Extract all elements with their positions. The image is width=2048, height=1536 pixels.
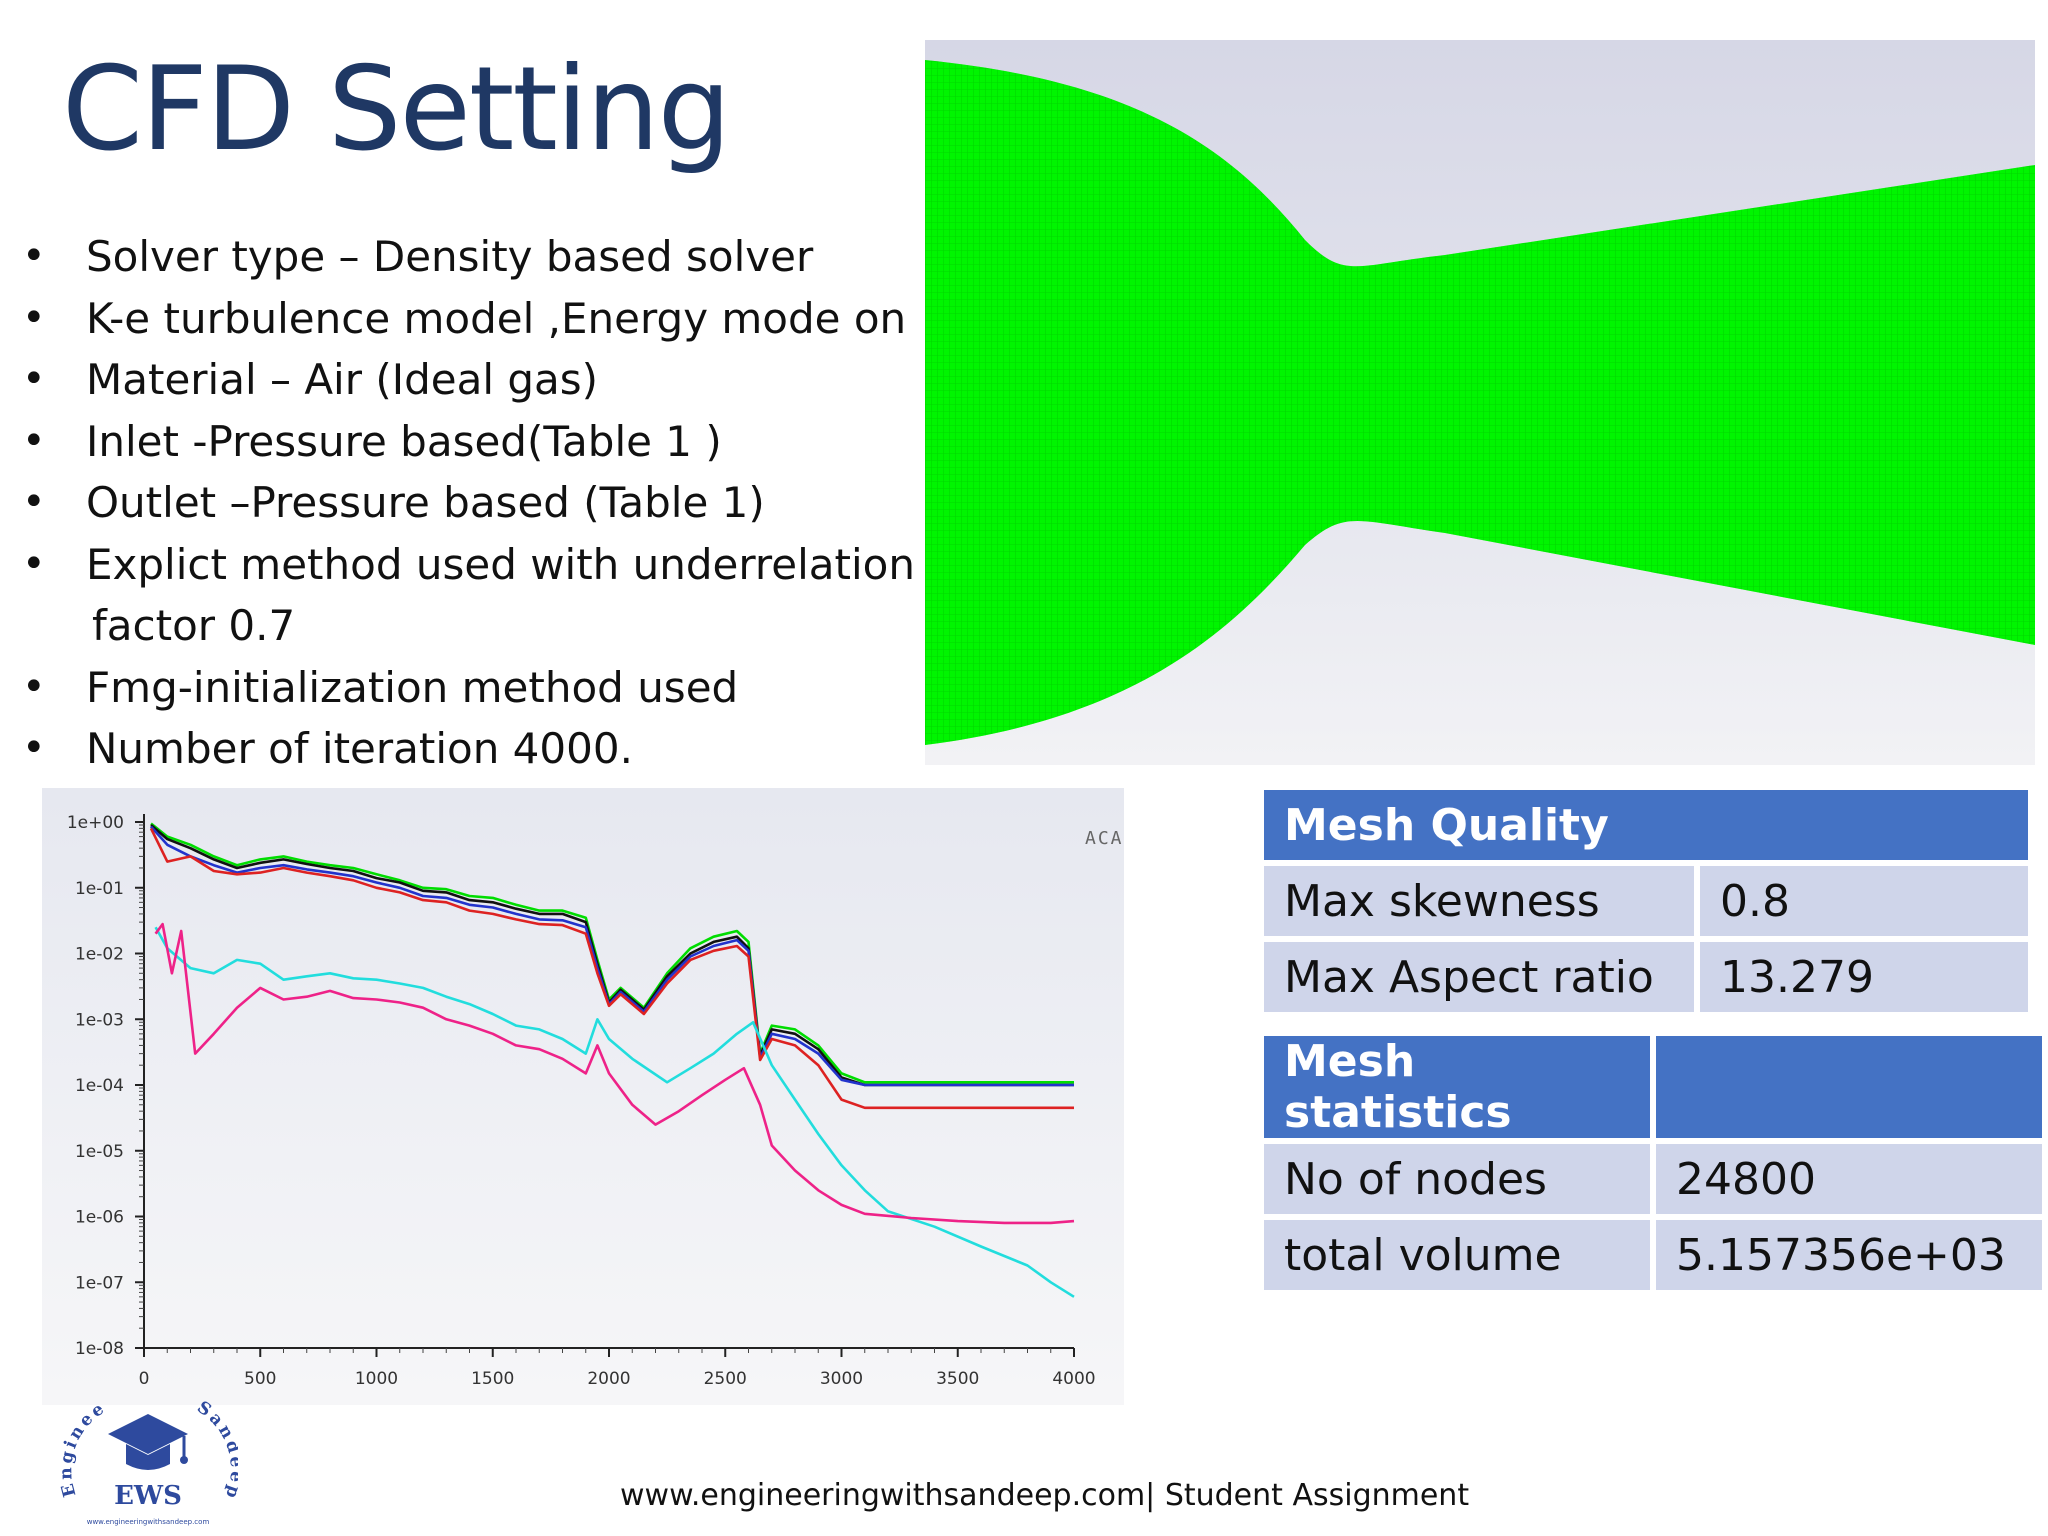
table-row: Max Aspect ratio 13.279 bbox=[1264, 942, 2034, 1018]
corner-label: ACA bbox=[1085, 828, 1124, 849]
total-volume-value: 5.157356e+03 bbox=[1656, 1220, 2048, 1296]
settings-bullet-list: Solver type – Density based solver K-e t… bbox=[22, 226, 922, 780]
mesh-statistics-table: Mesh statistics No of nodes 24800 total … bbox=[1264, 1036, 2048, 1296]
no-of-nodes-value: 24800 bbox=[1656, 1144, 2048, 1220]
total-volume-label: total volume bbox=[1264, 1220, 1656, 1296]
bullet-outlet: Outlet –Pressure based (Table 1) bbox=[22, 472, 922, 534]
residual-series-line-4 bbox=[154, 926, 1075, 1298]
nozzle-mesh-graphic bbox=[925, 60, 2035, 745]
y-tick-label: 1e-03 bbox=[75, 1010, 124, 1030]
nozzle-mesh-image bbox=[925, 40, 2035, 765]
bullet-material: Material – Air (Ideal gas) bbox=[22, 349, 922, 411]
bullet-method: Explict method used with underrelation fa… bbox=[22, 534, 922, 657]
y-tick-label: 1e-05 bbox=[75, 1142, 124, 1162]
logo-text: EWS bbox=[114, 1481, 182, 1511]
x-tick-label: 3500 bbox=[936, 1369, 979, 1389]
x-tick-label: 2500 bbox=[704, 1369, 747, 1389]
x-tick-label: 1500 bbox=[471, 1369, 514, 1389]
x-tick-label: 3000 bbox=[820, 1369, 863, 1389]
x-tick-label: 2000 bbox=[587, 1369, 630, 1389]
residuals-chart: 1e+00 1e-01 1e-02 1e-03 1e-04 1e-05 1e-06 1e-07… bbox=[42, 788, 1124, 1405]
mesh-quality-header: Mesh Quality bbox=[1264, 790, 2034, 866]
nozzle-mesh-region bbox=[925, 60, 2035, 745]
bullet-initialization: Fmg-initialization method used bbox=[22, 657, 922, 719]
table-row: No of nodes 24800 bbox=[1264, 1144, 2048, 1220]
bullet-solver-type: Solver type – Density based solver bbox=[22, 226, 922, 288]
bullet-turbulence-model: K-e turbulence model ,Energy mode on bbox=[22, 288, 922, 350]
svg-text:Sandeep: Sandeep bbox=[193, 1400, 238, 1503]
y-tick-label: 1e-06 bbox=[75, 1208, 124, 1228]
y-tick-label: 1e-08 bbox=[75, 1339, 124, 1359]
max-skewness-value: 0.8 bbox=[1700, 866, 2034, 942]
footer-text: www.engineeringwithsandeep.com| Student … bbox=[620, 1478, 1470, 1513]
logo-arc-right: Sandeep bbox=[193, 1397, 243, 1503]
logo-url: www.engineeringwithsandeep.com bbox=[87, 1518, 210, 1526]
y-tick-label: 1e-02 bbox=[75, 945, 124, 965]
bullet-inlet: Inlet -Pressure based(Table 1 ) bbox=[22, 411, 922, 473]
bullet-method-continuation: factor 0.7 bbox=[92, 601, 296, 650]
bullet-iterations: Number of iteration 4000. bbox=[22, 718, 922, 780]
bullet-method-text: Explict method used with underrelation bbox=[86, 539, 915, 589]
residual-series-line-5 bbox=[154, 922, 1075, 1225]
y-tick-label: 1e-07 bbox=[75, 1273, 124, 1293]
y-tick-label: 1e-04 bbox=[75, 1076, 124, 1096]
mesh-statistics-header: Mesh statistics bbox=[1264, 1036, 1656, 1144]
graduation-cap-icon: Engineer Sandeep EWS www.engineeringwith… bbox=[42, 1385, 243, 1526]
residual-series-line-3 bbox=[149, 827, 1074, 1110]
x-tick-label: 4000 bbox=[1052, 1369, 1095, 1389]
mesh-quality-table: Mesh Quality Max skewness 0.8 Max Aspect… bbox=[1264, 790, 2034, 1018]
max-aspect-ratio-label: Max Aspect ratio bbox=[1264, 942, 1700, 1018]
table-row: Max skewness 0.8 bbox=[1264, 866, 2034, 942]
mesh-statistics-header-blank bbox=[1656, 1036, 2048, 1144]
residual-series-line-2 bbox=[150, 825, 1074, 1087]
slide-title: CFD Setting bbox=[62, 42, 731, 177]
no-of-nodes-label: No of nodes bbox=[1264, 1144, 1656, 1220]
table-row: total volume 5.157356e+03 bbox=[1264, 1220, 2048, 1296]
ews-logo: Engineer Sandeep EWS www.engineeringwith… bbox=[42, 1385, 243, 1530]
svg-text:Engineer: Engineer bbox=[48, 1400, 110, 1499]
max-skewness-label: Max skewness bbox=[1264, 866, 1700, 942]
x-tick-label: 1000 bbox=[355, 1369, 398, 1389]
x-tick-label: 0 bbox=[139, 1369, 150, 1389]
y-tick-label: 1e-01 bbox=[75, 879, 124, 899]
x-tick-label: 500 bbox=[244, 1369, 276, 1389]
residuals-plot: 1e+00 1e-01 1e-02 1e-03 1e-04 1e-05 1e-06 1e-07… bbox=[67, 813, 1096, 1389]
logo-arc-left: Engineer bbox=[42, 1385, 107, 1499]
y-tick-label: 1e+00 bbox=[67, 813, 124, 833]
max-aspect-ratio-value: 13.279 bbox=[1700, 942, 2034, 1018]
residual-series-line-1 bbox=[150, 824, 1074, 1087]
